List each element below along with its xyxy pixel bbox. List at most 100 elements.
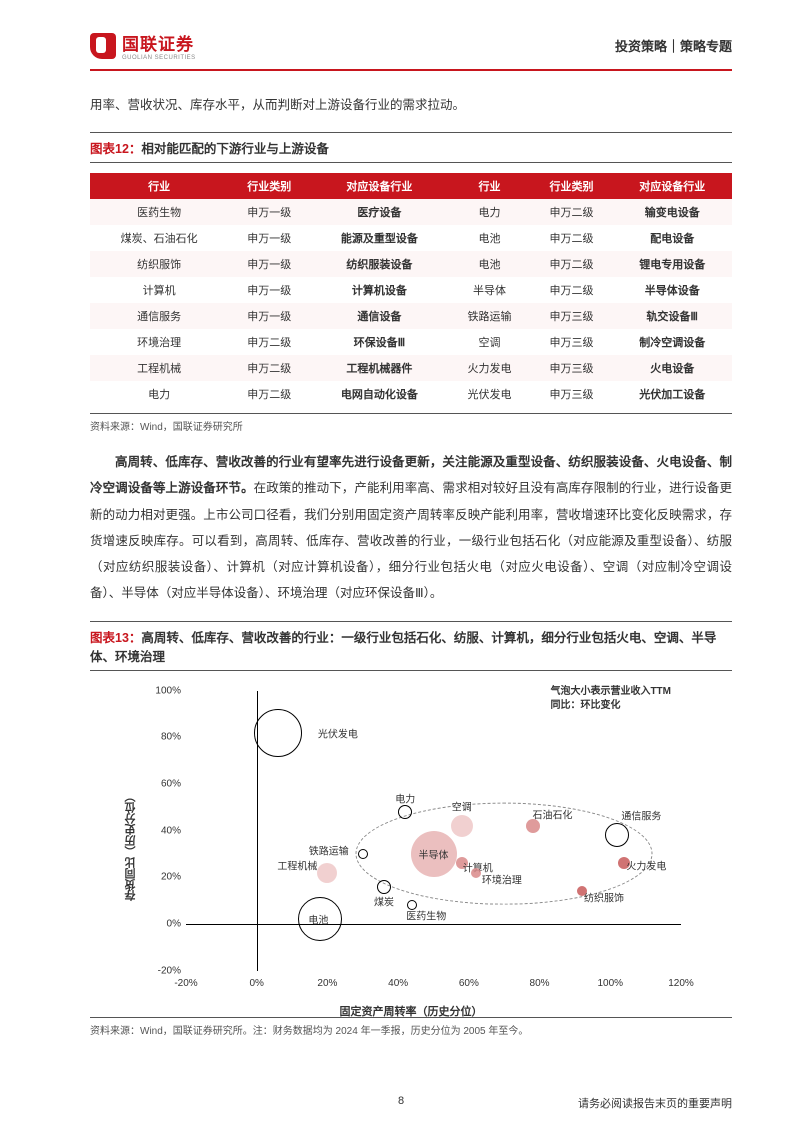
table-cell: 电力 <box>90 381 228 407</box>
y-tick: 40% <box>146 825 181 836</box>
table-row: 通信服务申万一级通信设备铁路运输申万三级轨交设备Ⅲ <box>90 303 732 329</box>
bubble-铁路运输 <box>358 849 368 859</box>
table-cell: 申万三级 <box>531 381 613 407</box>
para-rest: 在政策的推动下，产能利用率高、需求相对较好且没有高库存限制的行业，进行设备更新的… <box>90 481 732 600</box>
table-cell: 通信服务 <box>90 303 228 329</box>
table-cell: 输变电设备 <box>612 199 732 225</box>
company-logo: 国联证券 GUOLIAN SECURITIES <box>90 30 196 61</box>
plot-area: -20%0%20%40%60%80%100%-20%0%20%40%60%80%… <box>186 691 681 971</box>
table-header-cell: 行业 <box>90 173 228 199</box>
x-tick: 80% <box>530 978 550 989</box>
x-tick: 0% <box>249 978 263 989</box>
bubble-label: 半导体 <box>419 846 449 861</box>
bubble-label: 工程机械 <box>277 857 317 872</box>
x-tick: 20% <box>317 978 337 989</box>
x-tick: 120% <box>668 978 694 989</box>
table-cell: 申万三级 <box>531 303 613 329</box>
x-axis-label: 固定资产周转率（历史分位） <box>340 1003 483 1019</box>
table-cell: 锂电专用设备 <box>612 251 732 277</box>
bubble-label: 空调 <box>452 798 472 813</box>
table-cell: 半导体设备 <box>612 277 732 303</box>
table-cell: 申万三级 <box>531 355 613 381</box>
x-tick: -20% <box>174 978 197 989</box>
page-number: 8 <box>398 1095 404 1107</box>
page-header: 国联证券 GUOLIAN SECURITIES 投资策略｜策略专题 <box>90 30 732 71</box>
table-cell: 火力发电 <box>449 355 531 381</box>
table-cell: 申万二级 <box>531 251 613 277</box>
table-row: 电力申万二级电网自动化设备光伏发电申万三级光伏加工设备 <box>90 381 732 407</box>
table-row: 计算机申万一级计算机设备半导体申万二级半导体设备 <box>90 277 732 303</box>
table-fig12: 行业行业类别对应设备行业行业行业类别对应设备行业 医药生物申万一级医疗设备电力申… <box>90 173 732 407</box>
table-cell: 工程机械 <box>90 355 228 381</box>
table-cell: 电池 <box>449 251 531 277</box>
table-cell: 煤炭、石油石化 <box>90 225 228 251</box>
y-tick: 80% <box>146 732 181 743</box>
bubble-label: 电力 <box>395 790 415 805</box>
table-cell: 申万二级 <box>228 329 310 355</box>
fig12-label: 图表12： <box>90 142 141 156</box>
table-cell: 申万一级 <box>228 303 310 329</box>
fig12-title-text: 相对能匹配的下游行业与上游设备 <box>141 142 329 156</box>
logo-icon <box>90 33 116 59</box>
table-cell: 计算机设备 <box>310 277 448 303</box>
table-cell: 申万二级 <box>531 277 613 303</box>
table-cell: 光伏发电 <box>449 381 531 407</box>
table-cell: 申万一级 <box>228 251 310 277</box>
table-cell: 制冷空调设备 <box>612 329 732 355</box>
bubble-label: 纺织服饰 <box>584 890 624 905</box>
table-cell: 纺织服饰 <box>90 251 228 277</box>
bubble-label: 石油石化 <box>533 806 573 821</box>
table-cell: 铁路运输 <box>449 303 531 329</box>
table-cell: 配电设备 <box>612 225 732 251</box>
intro-fragment: 用率、营收状况、库存水平，从而判断对上游设备行业的需求拉动。 <box>90 93 732 118</box>
bubble-工程机械 <box>317 863 337 883</box>
table-cell: 申万二级 <box>228 381 310 407</box>
bubble-label: 光伏发电 <box>318 725 358 740</box>
x-tick: 60% <box>459 978 479 989</box>
bubble-label: 医药生物 <box>406 908 446 923</box>
table-cell: 纺织服装设备 <box>310 251 448 277</box>
fig13-title-text: 高周转、低库存、营收改善的行业：一级行业包括石化、纺服、计算机，细分行业包括火电… <box>90 631 716 664</box>
y-tick: 100% <box>146 685 181 696</box>
bubble-环境治理 <box>471 868 481 878</box>
table-cell: 申万二级 <box>228 355 310 381</box>
table-cell: 空调 <box>449 329 531 355</box>
bubble-电力 <box>398 805 412 819</box>
y-tick: 20% <box>146 872 181 883</box>
fig13-title: 图表13：高周转、低库存、营收改善的行业：一级行业包括石化、纺服、计算机，细分行… <box>90 621 732 671</box>
table-cell: 申万一级 <box>228 277 310 303</box>
fig12-source: 资料来源：Wind，国联证券研究所 <box>90 413 732 433</box>
bubble-空调 <box>451 815 473 837</box>
bubble-通信服务 <box>605 823 629 847</box>
table-cell: 申万二级 <box>531 199 613 225</box>
table-cell: 环保设备Ⅲ <box>310 329 448 355</box>
table-header-cell: 对应设备行业 <box>310 173 448 199</box>
table-cell: 医药生物 <box>90 199 228 225</box>
table-cell: 轨交设备Ⅲ <box>612 303 732 329</box>
y-tick: 0% <box>146 918 181 929</box>
table-cell: 申万一级 <box>228 199 310 225</box>
footer-disclaimer: 请务必阅读报告末页的重要声明 <box>578 1095 732 1111</box>
bubble-label: 煤炭 <box>374 893 394 908</box>
table-cell: 申万三级 <box>531 329 613 355</box>
table-cell: 工程机械器件 <box>310 355 448 381</box>
table-header-cell: 行业 <box>449 173 531 199</box>
bubble-光伏发电 <box>254 709 302 757</box>
table-row: 医药生物申万一级医疗设备电力申万二级输变电设备 <box>90 199 732 225</box>
fig12-title: 图表12：相对能匹配的下游行业与上游设备 <box>90 132 732 163</box>
bubble-label: 电池 <box>308 912 328 927</box>
page-footer: 8 请务必阅读报告末页的重要声明 <box>0 1095 802 1111</box>
y-axis-label: 存货同比（历史分位） <box>123 791 139 901</box>
table-cell: 电力 <box>449 199 531 225</box>
table-cell: 电网自动化设备 <box>310 381 448 407</box>
table-cell: 申万二级 <box>531 225 613 251</box>
table-row: 环境治理申万二级环保设备Ⅲ空调申万三级制冷空调设备 <box>90 329 732 355</box>
table-cell: 能源及重型设备 <box>310 225 448 251</box>
bubble-label: 火力发电 <box>626 858 666 873</box>
table-cell: 火电设备 <box>612 355 732 381</box>
table-cell: 环境治理 <box>90 329 228 355</box>
table-header-cell: 行业类别 <box>228 173 310 199</box>
bubble-煤炭 <box>377 880 391 894</box>
fig13-label: 图表13： <box>90 631 141 645</box>
table-header-cell: 对应设备行业 <box>612 173 732 199</box>
